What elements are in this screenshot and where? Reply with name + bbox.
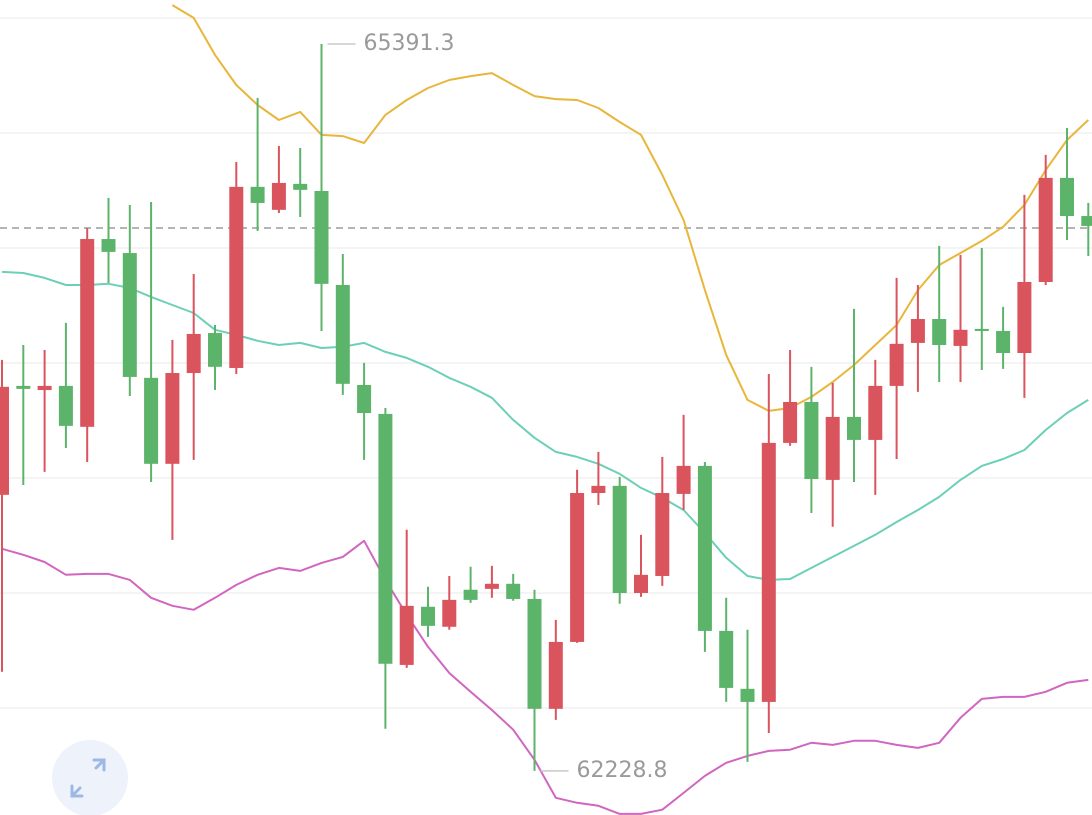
candle-body — [527, 598, 542, 709]
candle-body — [825, 416, 840, 480]
candle-body — [0, 386, 9, 495]
candle-body — [804, 401, 819, 479]
candle-body — [932, 319, 947, 345]
candle-body — [1017, 282, 1032, 354]
candle-body — [634, 574, 648, 593]
candle-body — [974, 328, 989, 331]
candle-body — [889, 343, 904, 386]
candle-body — [293, 183, 308, 190]
annotation-label: 62228.8 — [577, 758, 668, 783]
candle-body — [208, 333, 222, 367]
expand-icon[interactable] — [70, 758, 106, 798]
candle-body — [37, 385, 52, 391]
candle-body — [101, 239, 116, 252]
candle-body — [655, 492, 670, 576]
candle-body — [165, 373, 180, 464]
candle-body — [676, 465, 691, 494]
candle-body — [122, 253, 137, 377]
candle-body — [1081, 216, 1092, 226]
candle-body — [250, 186, 265, 203]
candle-body — [399, 605, 414, 665]
candle-body — [740, 688, 755, 702]
candle-body — [847, 416, 861, 440]
candle-body — [996, 330, 1011, 354]
candle-body — [80, 239, 95, 427]
candle-body — [697, 465, 712, 631]
candle-body — [271, 182, 286, 210]
candle-body — [783, 401, 798, 443]
candle-body — [463, 589, 478, 600]
candle-body — [1060, 177, 1074, 217]
expand-button-bg[interactable] — [52, 740, 128, 815]
candle-body — [612, 485, 627, 593]
expand-button[interactable] — [52, 740, 128, 815]
annotations: 65391.3 62228.8 — [327, 31, 668, 783]
candle-body — [144, 377, 159, 464]
candle-body — [953, 329, 968, 346]
candle-body — [719, 630, 734, 688]
annotation-label: 65391.3 — [364, 31, 455, 56]
candle-body — [186, 333, 201, 374]
grid — [0, 17, 1092, 709]
candle-body — [442, 599, 457, 627]
candle-body — [548, 641, 563, 709]
candle-body — [761, 442, 776, 702]
band-line — [1, 539, 1089, 815]
candle-body — [357, 384, 372, 414]
candle-body — [506, 583, 521, 599]
candle-body — [314, 190, 329, 284]
candle-body — [910, 319, 925, 343]
candle-body — [58, 385, 73, 426]
candle-body — [335, 284, 350, 384]
candle-body — [868, 385, 883, 440]
candle-body — [378, 413, 393, 664]
band-line — [1, 270, 1089, 581]
band-lines — [1, 4, 1089, 815]
candles — [0, 44, 1092, 771]
candle-body — [1038, 177, 1053, 283]
candle-body — [570, 492, 585, 642]
candle-body — [484, 583, 499, 589]
candle-body — [421, 606, 435, 626]
candle-body — [229, 186, 244, 368]
candle-body — [591, 485, 606, 493]
band-line — [171, 4, 1089, 412]
candle-body — [16, 385, 31, 389]
